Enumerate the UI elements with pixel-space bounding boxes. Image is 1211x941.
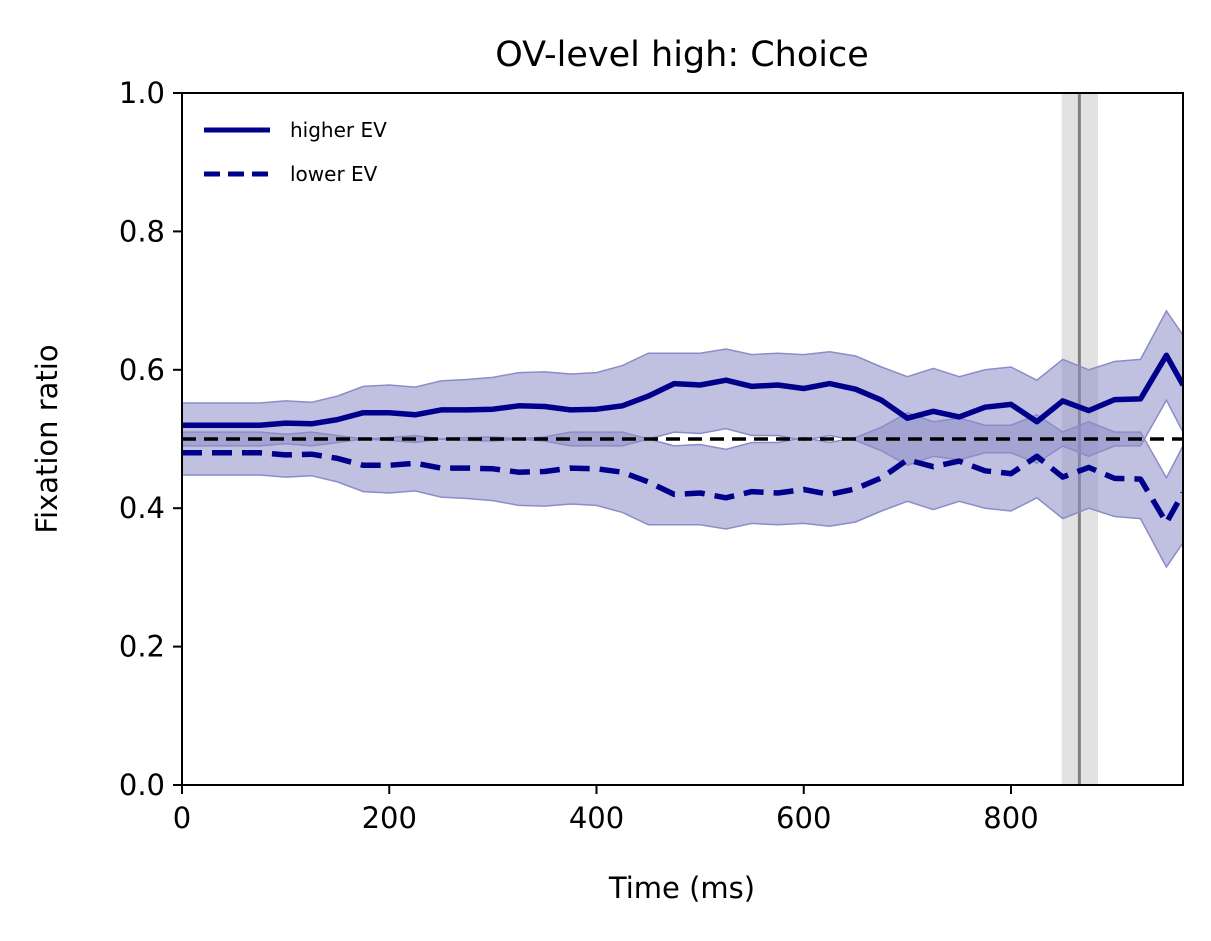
confidence-band-lower-ev — [182, 411, 1183, 569]
series-line-lower-ev — [182, 450, 1183, 526]
series-line-higher-ev — [182, 352, 1183, 428]
x-tick-label: 200 — [362, 801, 417, 835]
y-tick-label: 0.0 — [119, 768, 165, 802]
x-axis: 0 200 400 600 800 — [173, 785, 1039, 835]
chart-title: OV-level high: Choice — [495, 35, 869, 75]
legend-label-lower-ev: lower EV — [290, 162, 378, 186]
legend-label-higher-ev: higher EV — [290, 118, 387, 142]
y-tick-label: 1.0 — [119, 76, 165, 110]
plot-area — [182, 93, 1183, 785]
y-axis: 0.0 0.2 0.4 0.6 0.8 1.0 — [119, 76, 182, 802]
y-axis-label: Fixation ratio — [30, 344, 64, 533]
x-tick-label: 800 — [983, 801, 1038, 835]
x-tick-label: 600 — [776, 801, 831, 835]
y-tick-label: 0.2 — [119, 630, 165, 664]
y-tick-label: 0.4 — [119, 491, 165, 525]
legend: higher EV lower EV — [204, 118, 387, 186]
x-tick-label: 400 — [569, 801, 624, 835]
x-axis-label: Time (ms) — [608, 871, 755, 905]
plot-frame — [181, 92, 1184, 786]
y-tick-label: 0.8 — [119, 214, 165, 248]
x-tick-label: 0 — [173, 801, 191, 835]
y-tick-label: 0.6 — [119, 353, 165, 387]
